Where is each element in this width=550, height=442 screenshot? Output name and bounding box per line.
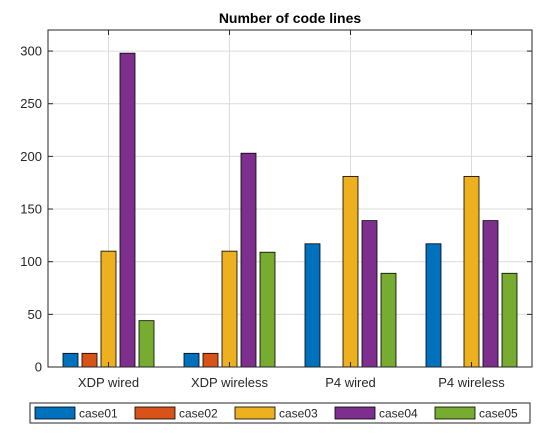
y-tick-label: 100 [20,254,42,269]
legend-label-case02: case02 [179,407,218,421]
y-tick-label: 200 [20,149,42,164]
bar-case05 [259,251,276,368]
y-tick-label: 50 [28,307,42,322]
y-tick-label: 0 [35,360,42,375]
bar-case01 [304,243,321,368]
bar-case04 [119,52,136,368]
bar-case02 [202,352,219,368]
legend-swatch-case01 [34,406,76,420]
legend-swatch-case03 [234,406,276,420]
bar-case04 [240,152,257,368]
chart-title: Number of code lines [219,10,362,26]
legend-label-case03: case03 [279,407,318,421]
legend-label-case04: case04 [379,407,418,421]
bar-case02 [81,352,98,368]
bars [62,52,518,368]
bar-case04 [361,220,378,368]
y-tick-label: 150 [20,202,42,217]
x-tick-label: P4 wireless [438,375,505,390]
bar-case01 [62,352,79,368]
bar-case03 [221,250,238,368]
y-tick-label: 300 [20,44,42,59]
bar-case03 [463,175,480,368]
x-tick-label: XDP wireless [191,375,269,390]
x-tick-label: P4 wired [325,375,376,390]
legend-label-case05: case05 [479,407,518,421]
bar-case01 [183,352,200,368]
legend-swatch-case02 [134,406,176,420]
bar-case05 [138,320,155,368]
legend-swatch-case04 [334,406,376,420]
bar-case01 [425,243,442,368]
bar-case05 [501,272,518,368]
bar-case03 [100,250,117,368]
bar-case05 [380,272,397,368]
bar-case04 [482,220,499,368]
plot-frame [47,29,533,368]
legend-swatch-case05 [434,406,476,420]
axes: 0 50 100 150 200 250 300 XDP wired XDP wireless P… [20,30,532,390]
bar-case03 [342,175,359,368]
y-tick-label: 250 [20,96,42,111]
legend-label-case01: case01 [79,407,118,421]
x-tick-label: XDP wired [78,375,139,390]
legend: case01 case02 case03 case04 case05 [29,402,531,424]
